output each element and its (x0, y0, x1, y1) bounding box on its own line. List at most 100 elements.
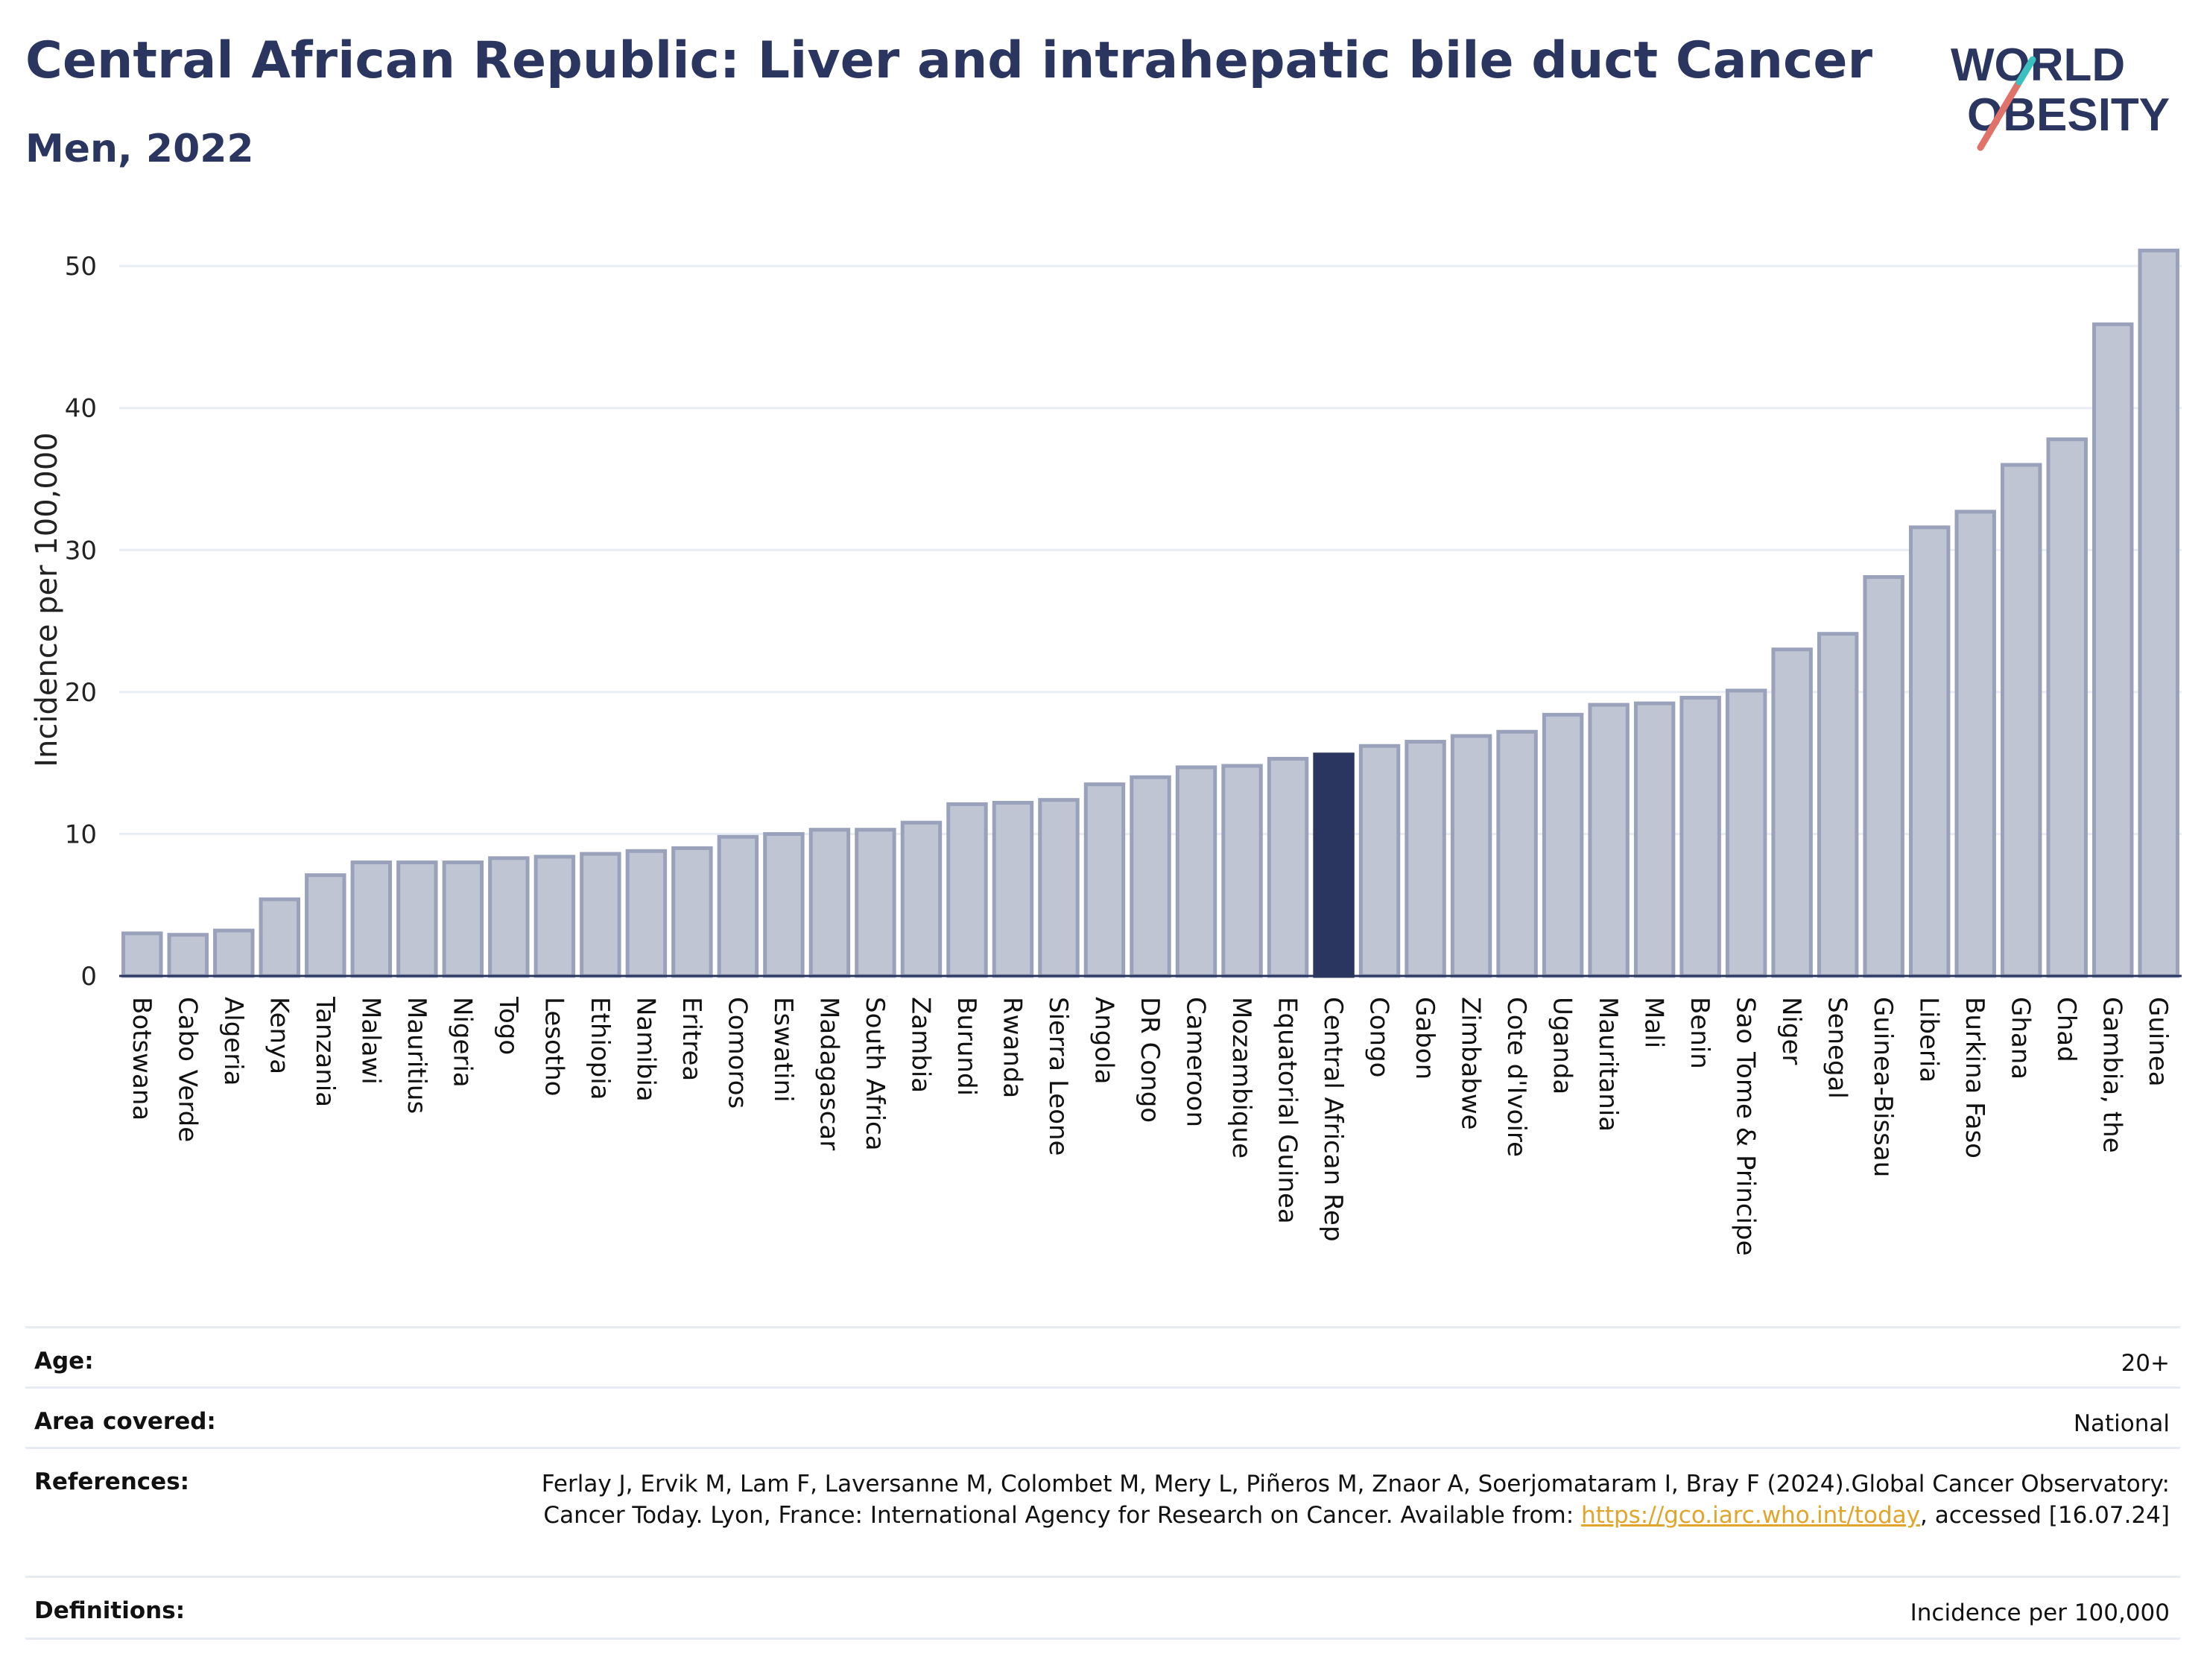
x-tick-label: Botswana (127, 997, 156, 1120)
bar (1542, 712, 1584, 978)
x-tick-label: Equatorial Guinea (1273, 997, 1302, 1224)
bar (1358, 744, 1401, 978)
x-tick-label: Rwanda (997, 997, 1027, 1098)
bar (1954, 510, 1996, 978)
definitions-label: Definitions: (34, 1597, 186, 1624)
bar (167, 933, 209, 978)
x-tick-label: Zimbabwe (1456, 997, 1486, 1130)
bar (1038, 798, 1080, 978)
bar (1496, 729, 1538, 978)
slash-icon (1977, 78, 2023, 151)
bar (1863, 575, 1904, 978)
metadata-table: Age: 20+ Area covered: National Referenc… (25, 1326, 2180, 1640)
x-tick-label: Malawi (355, 997, 385, 1085)
bar (1817, 632, 1859, 978)
bar (396, 860, 438, 978)
references-accessed: , accessed [16.07.24] (1919, 1502, 2170, 1529)
age-label: Age: (34, 1348, 94, 1375)
bar (992, 801, 1034, 978)
y-tick-label: 20 (65, 678, 97, 708)
x-tick-label: Uganda (1548, 997, 1577, 1094)
x-tick-label: Comoros (722, 997, 752, 1109)
bar (533, 855, 576, 978)
references-text: Ferlay J, Ervik M, Lam F, Laversanne M, … (541, 1471, 2170, 1529)
bar (305, 873, 346, 978)
bar (671, 846, 713, 978)
x-tick-label: Senegal (1823, 997, 1852, 1099)
x-tick-label: Benin (1685, 997, 1714, 1069)
bar (1083, 782, 1126, 978)
x-tick-label: Gambia, the (2097, 997, 2127, 1153)
x-tick-label: Cote d'Ivoire (1501, 997, 1531, 1157)
x-tick-label: Burundi (951, 997, 981, 1096)
x-tick-label: Burkina Faso (1960, 997, 1989, 1158)
bar (1908, 525, 1951, 978)
bar (2092, 322, 2134, 978)
bar (717, 834, 759, 978)
bar (1633, 701, 1676, 978)
bar (442, 860, 484, 978)
references-label: References: (34, 1468, 190, 1495)
x-tick-label: Madagascar (814, 997, 843, 1150)
bar (625, 849, 668, 978)
x-tick-label: Congo (1364, 997, 1394, 1077)
bar (213, 928, 255, 978)
bar (946, 802, 988, 978)
x-tick-label: Liberia (1914, 997, 1944, 1083)
references-link[interactable]: https://gco.iarc.who.int/today (1581, 1502, 1920, 1529)
x-tick-label: Algeria (218, 997, 248, 1085)
x-tick-label: Eritrea (677, 997, 706, 1081)
bar (2000, 463, 2042, 978)
x-tick-label: Guinea (2143, 997, 2173, 1087)
x-tick-label: Chad (2051, 997, 2081, 1062)
bar (1679, 695, 1721, 978)
meta-row-references: References: Ferlay J, Ervik M, Lam F, La… (25, 1447, 2180, 1576)
x-tick-label: Togo (493, 996, 523, 1055)
x-tick-label: Mauritius (402, 997, 431, 1114)
y-tick-label: 50 (65, 252, 97, 282)
x-tick-label: Niger (1776, 997, 1806, 1065)
x-tick-label: Mauritania (1593, 997, 1623, 1132)
y-axis-label: Incidence per 100,000 (30, 432, 64, 767)
bar (350, 860, 393, 978)
x-tick-label: DR Congo (1135, 997, 1165, 1123)
bar (259, 897, 301, 978)
x-tick-label: Guinea-Bissau (1868, 997, 1898, 1177)
x-tick-label: Ethiopia (585, 997, 615, 1100)
logo-text-world: WORLD (1951, 39, 2125, 91)
x-tick-label: Mozambique (1226, 997, 1256, 1158)
x-tick-label: Cabo Verde (172, 997, 202, 1142)
x-tick-label: Angola (1089, 997, 1118, 1084)
x-tick-label: Tanzania (310, 996, 340, 1107)
x-tick-label: Ghana (2006, 997, 2036, 1080)
bar (1588, 703, 1630, 978)
slash-icon-accent (2015, 56, 2036, 86)
x-tick-label: South Africa (860, 997, 890, 1151)
area-value: National (2073, 1410, 2170, 1437)
age-value: 20+ (2121, 1350, 2170, 1377)
bar (488, 856, 530, 978)
x-tick-label: Namibia (630, 997, 660, 1102)
y-tick-label: 30 (65, 536, 97, 565)
x-tick-label: Eswatini (768, 997, 798, 1103)
x-tick-label: Nigeria (447, 997, 477, 1088)
x-tick-label: Gabon (1410, 997, 1440, 1080)
highlight-bar (1313, 752, 1355, 978)
bar (1130, 775, 1171, 978)
meta-row-definitions: Definitions: Incidence per 100,000 (25, 1576, 2180, 1640)
definitions-value: Incidence per 100,000 (1910, 1600, 2170, 1626)
y-tick-label: 10 (65, 820, 97, 849)
x-tick-label: Zambia (905, 997, 935, 1093)
x-tick-label: Sao Tome & Principe (1731, 997, 1761, 1256)
bar (121, 931, 163, 978)
x-tick-label: Kenya (264, 997, 294, 1074)
references-value: Ferlay J, Ervik M, Lam F, Laversanne M, … (456, 1468, 2170, 1531)
meta-row-age: Age: 20+ (25, 1326, 2180, 1386)
chart-title: Central African Republic: Liver and intr… (25, 31, 1873, 90)
x-tick-label: Sierra Leone (1043, 997, 1073, 1156)
y-tick-label: 40 (65, 394, 97, 424)
meta-row-area: Area covered: National (25, 1386, 2180, 1447)
x-tick-label: Mali (1639, 997, 1669, 1048)
world-obesity-logo: WORLD OBESITY (1951, 39, 2170, 151)
chart-subtitle: Men, 2022 (25, 127, 254, 171)
